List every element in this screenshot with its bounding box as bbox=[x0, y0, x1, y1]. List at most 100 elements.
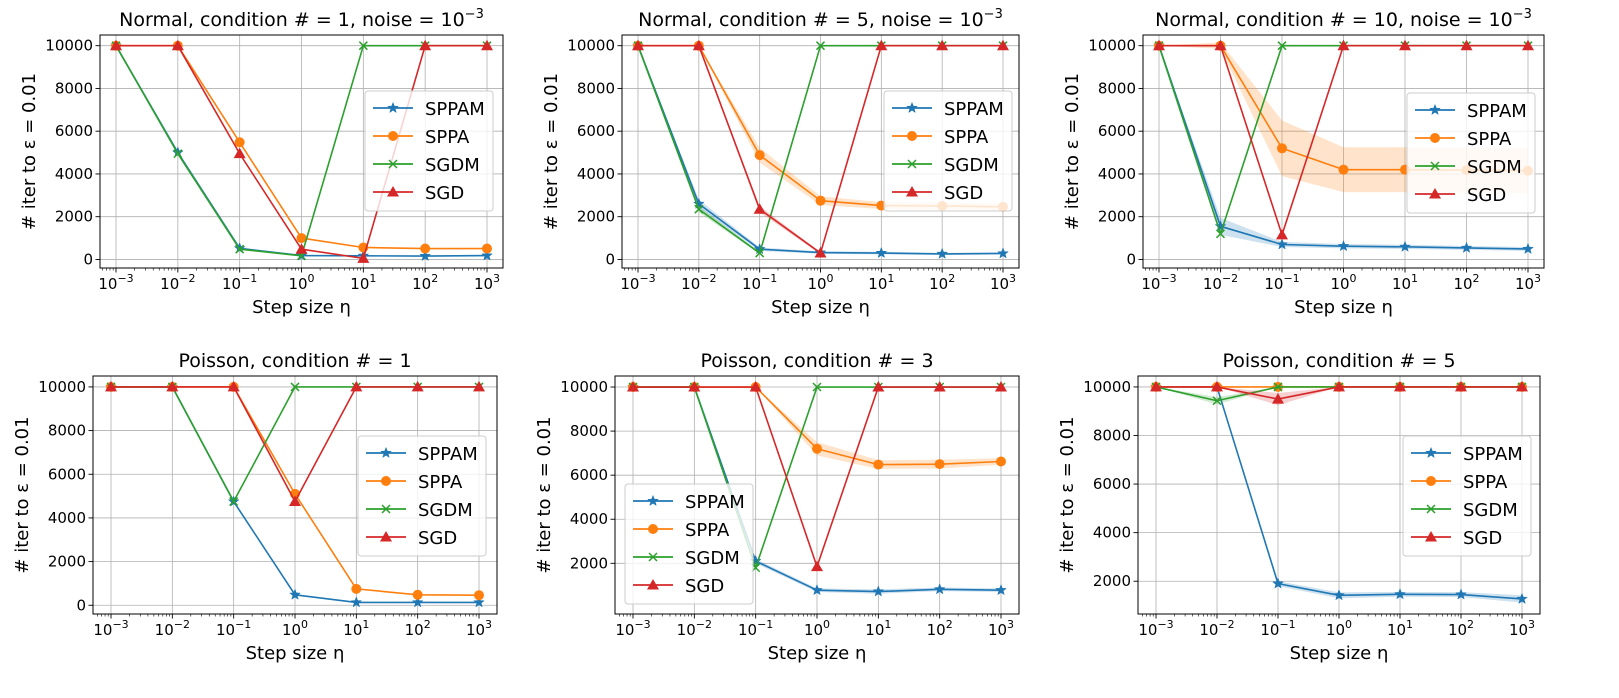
legend-marker bbox=[380, 446, 392, 459]
y-tick-label: 4000 bbox=[1093, 524, 1131, 542]
legend-marker bbox=[1430, 161, 1440, 171]
y-tick-label: 10000 bbox=[1088, 37, 1136, 55]
legend-label: SGDM bbox=[418, 500, 473, 521]
data-point bbox=[1272, 577, 1284, 589]
y-tick-label: 8000 bbox=[48, 422, 86, 440]
series-sgd bbox=[105, 380, 485, 507]
legend-marker bbox=[907, 131, 917, 141]
data-point bbox=[754, 150, 765, 161]
y-tick-label: 8000 bbox=[570, 422, 608, 440]
data-point bbox=[350, 596, 363, 608]
data-point bbox=[1460, 39, 1473, 51]
data-point bbox=[171, 39, 184, 51]
legend: SPPAM SPPA SGDM SGD bbox=[1402, 435, 1532, 557]
legend-label: SPPAM bbox=[1467, 101, 1527, 122]
data-point bbox=[692, 39, 705, 51]
legend-box bbox=[1402, 435, 1532, 557]
data-point bbox=[234, 137, 245, 148]
legend-item-sgd: SGD bbox=[892, 183, 983, 204]
x-tick-label: 101 bbox=[1387, 618, 1413, 639]
legend-marker bbox=[907, 159, 917, 169]
legend-item-sppam: SPPAM bbox=[1415, 101, 1527, 122]
legend-marker bbox=[387, 101, 399, 114]
data-point bbox=[811, 583, 823, 596]
x-tick-label: 103 bbox=[988, 618, 1014, 639]
data-point bbox=[358, 41, 368, 51]
x-tick-label: 102 bbox=[1448, 618, 1474, 639]
data-point bbox=[1394, 380, 1406, 392]
x-tick-label: 101 bbox=[868, 272, 894, 293]
y-tick-label: 0 bbox=[83, 250, 93, 268]
data-point bbox=[1277, 41, 1287, 51]
x-tick-label: 101 bbox=[343, 618, 369, 639]
legend-marker bbox=[1425, 446, 1437, 459]
y-tick-label: 10000 bbox=[560, 378, 608, 396]
y-tick-label: 6000 bbox=[55, 122, 93, 140]
y-tick-label: 6000 bbox=[570, 466, 608, 484]
legend-label: SPPA bbox=[1463, 472, 1508, 493]
data-point bbox=[753, 203, 766, 214]
legend-item-sppa: SPPA bbox=[892, 127, 989, 148]
legend-box bbox=[1406, 92, 1536, 214]
x-tick-label: 101 bbox=[350, 272, 376, 293]
data-point bbox=[411, 380, 424, 392]
legend: SPPAM SPPA SGDM SGD bbox=[1406, 92, 1536, 214]
data-point bbox=[357, 252, 370, 263]
data-point bbox=[688, 381, 701, 392]
data-point bbox=[166, 380, 179, 392]
data-point bbox=[481, 249, 493, 261]
x-tick-label: 100 bbox=[804, 618, 830, 639]
x-tick-label: 102 bbox=[1453, 272, 1479, 293]
data-point bbox=[814, 247, 827, 258]
data-point bbox=[749, 381, 762, 392]
data-point bbox=[227, 380, 240, 392]
y-tick-label: 10000 bbox=[38, 378, 86, 396]
data-point bbox=[933, 381, 946, 392]
y-tick-label: 6000 bbox=[48, 465, 86, 483]
y-tick-label: 6000 bbox=[1098, 122, 1136, 140]
x-tick-label: 10−2 bbox=[677, 618, 712, 639]
data-point bbox=[1153, 39, 1165, 51]
data-point bbox=[411, 596, 424, 608]
legend-marker bbox=[1429, 188, 1441, 199]
legend-marker bbox=[380, 531, 392, 542]
x-tick-label: 102 bbox=[405, 618, 431, 639]
legend-item-sppa: SPPA bbox=[373, 127, 470, 148]
legend: SPPAM SPPA SGDM SGD bbox=[883, 90, 1013, 212]
legend-item-sppam: SPPAM bbox=[633, 492, 745, 513]
data-point bbox=[1394, 588, 1406, 600]
data-point bbox=[1272, 393, 1284, 404]
data-point bbox=[289, 588, 301, 600]
x-tick-label: 10−2 bbox=[681, 272, 716, 293]
subplot-6: 10−3 10−2 10−1 100 101 102 103 2000 4000 6000 8000… bbox=[1057, 350, 1541, 664]
y-axis-label: # iter to ε = 0.01 bbox=[19, 73, 40, 230]
legend-label: SPPA bbox=[685, 520, 730, 541]
subplot-4: 10−3 10−2 10−1 100 101 102 103 0 2000 4000 6000 800… bbox=[12, 350, 498, 664]
legend-label: SPPAM bbox=[418, 444, 478, 465]
legend-marker bbox=[1426, 476, 1436, 486]
data-point bbox=[1150, 380, 1162, 392]
y-tick-label: 4000 bbox=[55, 165, 93, 183]
y-tick-label: 4000 bbox=[570, 510, 608, 528]
legend-item-sppa: SPPA bbox=[1415, 129, 1512, 150]
data-point bbox=[1522, 39, 1534, 51]
data-point bbox=[350, 380, 363, 392]
legend-box bbox=[364, 90, 494, 212]
y-tick-label: 8000 bbox=[1098, 79, 1136, 97]
data-point bbox=[755, 248, 765, 258]
y-tick-label: 6000 bbox=[577, 122, 615, 140]
series-sgd bbox=[632, 39, 1009, 258]
subplot-title: Poisson, condition # = 1 bbox=[178, 350, 411, 372]
x-tick-label: 103 bbox=[990, 272, 1016, 293]
legend-item-sppam: SPPAM bbox=[366, 444, 478, 465]
x-tick-label: 103 bbox=[1509, 618, 1535, 639]
legend-item-sgd: SGD bbox=[1411, 528, 1502, 549]
data-point bbox=[812, 443, 822, 454]
legend-marker bbox=[906, 101, 918, 114]
data-point bbox=[481, 39, 493, 51]
y-tick-label: 2000 bbox=[55, 208, 93, 226]
data-point bbox=[995, 381, 1007, 392]
x-axis-label: Step size η bbox=[768, 643, 867, 664]
data-point bbox=[419, 39, 432, 51]
